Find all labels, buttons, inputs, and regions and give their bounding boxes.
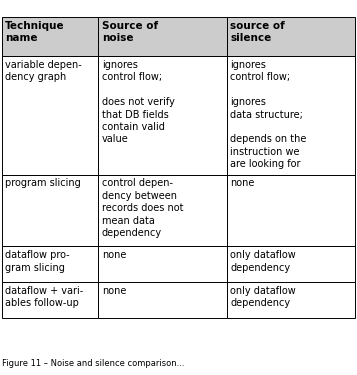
Text: program slicing: program slicing — [5, 178, 81, 189]
Bar — [227, 56, 355, 175]
Text: ignores
control flow;

ignores
data structure;

depends on the
instruction we
ar: ignores control flow; ignores data struc… — [230, 60, 307, 169]
Bar — [2, 17, 98, 56]
Text: Figure 11 – Noise and silence comparison...: Figure 11 – Noise and silence comparison… — [2, 359, 184, 368]
Text: none: none — [102, 250, 126, 260]
Text: control depen-
dency between
records does not
mean data
dependency: control depen- dency between records doe… — [102, 178, 183, 238]
Text: source of
silence: source of silence — [230, 21, 285, 43]
Bar — [2, 56, 98, 175]
Text: Technique
name: Technique name — [5, 21, 65, 43]
Bar — [98, 175, 227, 246]
Bar — [227, 17, 355, 56]
Bar — [98, 282, 227, 318]
Text: none: none — [230, 178, 255, 189]
Text: variable depen-
dency graph: variable depen- dency graph — [5, 60, 82, 82]
Text: only dataflow
dependency: only dataflow dependency — [230, 286, 296, 308]
Bar — [2, 246, 98, 282]
Bar — [227, 246, 355, 282]
Bar — [227, 175, 355, 246]
Bar — [2, 282, 98, 318]
Text: ignores
control flow;

does not verify
that DB fields
contain valid
value: ignores control flow; does not verify th… — [102, 60, 175, 144]
Text: only dataflow
dependency: only dataflow dependency — [230, 250, 296, 273]
Bar — [98, 246, 227, 282]
Bar — [227, 282, 355, 318]
Text: dataflow pro-
gram slicing: dataflow pro- gram slicing — [5, 250, 70, 273]
Bar — [98, 56, 227, 175]
Bar — [98, 17, 227, 56]
Text: dataflow + vari-
ables follow-up: dataflow + vari- ables follow-up — [5, 286, 84, 308]
Text: none: none — [102, 286, 126, 296]
Text: Source of
noise: Source of noise — [102, 21, 158, 43]
Bar — [2, 175, 98, 246]
